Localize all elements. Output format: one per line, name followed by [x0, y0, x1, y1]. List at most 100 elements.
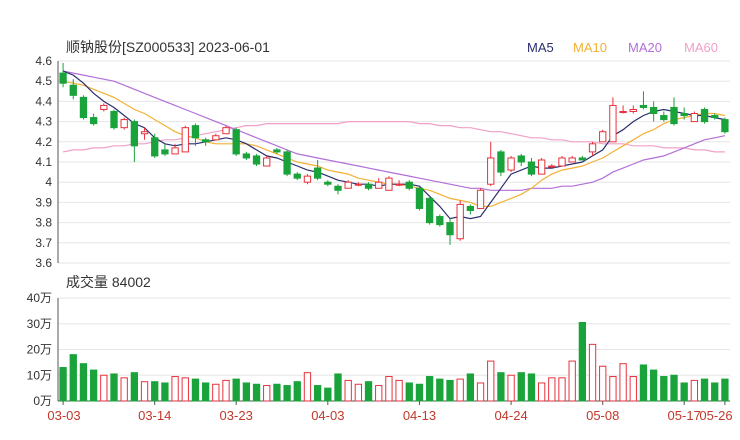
moving-average-lines	[62, 70, 726, 220]
ma20-line	[62, 70, 726, 191]
candle-body	[212, 135, 220, 141]
price-tick-label: 4.5	[35, 74, 52, 88]
candle-body	[415, 187, 424, 209]
volume-bar	[385, 376, 393, 402]
volume-bar	[375, 385, 383, 402]
candle-body	[395, 183, 403, 186]
candle-body	[283, 151, 291, 175]
volume-grid	[58, 297, 730, 402]
candle-body	[700, 108, 709, 123]
candle-body	[222, 127, 230, 135]
candle-body	[110, 111, 118, 129]
candle-body	[334, 185, 342, 191]
candle-body	[497, 151, 505, 173]
candle-body	[670, 106, 678, 125]
legend-ma60: MA60	[684, 40, 718, 55]
date-tick-label: 04-24	[494, 408, 527, 423]
volume-bar	[283, 385, 291, 402]
candle-body	[599, 131, 607, 143]
volume-tick-label: 10万	[27, 368, 52, 382]
volume-bar	[89, 369, 98, 402]
candle-body	[588, 143, 597, 153]
volume-bar	[487, 360, 495, 402]
volume-tick-label: 20万	[27, 343, 52, 357]
volume-bar	[456, 378, 464, 402]
candle-body	[680, 113, 688, 117]
volume-bars	[59, 321, 729, 402]
candlesticks	[59, 63, 729, 245]
volume-bar	[313, 385, 322, 402]
date-tick-label: 03-03	[47, 408, 80, 423]
volume-bar	[303, 372, 312, 402]
volume-bar	[425, 376, 434, 402]
volume-bar	[140, 381, 149, 402]
legend-ma10: MA10	[573, 40, 607, 55]
volume-bar	[476, 382, 485, 402]
volume-bar	[466, 373, 475, 402]
candle-body	[130, 121, 139, 147]
candle-body	[639, 104, 648, 108]
candle-body	[385, 177, 393, 191]
volume-bar	[354, 383, 363, 402]
candle-body	[232, 129, 240, 155]
candle-body	[609, 104, 617, 143]
volume-bar	[222, 379, 230, 402]
price-tick-label: 4.3	[35, 115, 52, 129]
price-y-axis: 4.6 4.5 4.4 4.3 4.2 4.1 4 3.9 3.8 3.7 3.6	[35, 54, 59, 270]
volume-bar	[588, 343, 597, 402]
volume-bar	[201, 382, 210, 402]
candle-body	[446, 222, 454, 236]
candle-body	[375, 181, 383, 189]
volume-bar	[59, 367, 67, 402]
candle-body	[425, 197, 434, 224]
volume-bar	[212, 383, 220, 402]
candle-body	[364, 183, 373, 189]
volume-bar	[69, 354, 77, 402]
volume-bar	[110, 373, 118, 402]
volume-bar	[680, 382, 688, 402]
candle-body	[721, 119, 729, 133]
volume-bar	[436, 378, 444, 402]
volume-bar	[181, 377, 189, 402]
volume-bar	[79, 363, 88, 402]
volume-bar	[599, 365, 607, 402]
candle-body	[619, 111, 627, 113]
volume-bar	[527, 373, 536, 402]
volume-bar	[548, 377, 556, 402]
candle-body	[303, 175, 312, 183]
candle-body	[578, 157, 587, 161]
candle-body	[517, 155, 525, 163]
candle-body	[171, 147, 179, 155]
volume-bar	[344, 379, 352, 402]
date-tick-label: 05-08	[586, 408, 619, 423]
date-tick-label: 03-14	[138, 408, 171, 423]
candle-body	[344, 181, 352, 189]
candle-body	[660, 115, 668, 121]
volume-bar	[578, 321, 587, 402]
candle-body	[405, 181, 413, 189]
candle-body	[456, 203, 464, 240]
volume-bar	[395, 379, 403, 402]
price-tick-label: 3.9	[35, 195, 52, 209]
volume-bar	[711, 382, 719, 402]
volume-bar	[700, 378, 709, 402]
candle-body	[201, 139, 210, 143]
volume-bar	[690, 379, 699, 402]
candle-body	[69, 84, 77, 96]
volume-bar	[405, 382, 413, 402]
price-tick-label: 4.2	[35, 135, 52, 149]
candle-body	[151, 137, 159, 157]
volume-bar	[161, 382, 169, 402]
candle-body	[629, 108, 637, 113]
volume-bar	[497, 372, 505, 402]
candle-body	[649, 106, 658, 115]
volume-bar	[415, 383, 424, 402]
volume-bar	[130, 372, 139, 402]
price-tick-label: 4.1	[35, 155, 52, 169]
candle-body	[293, 173, 301, 179]
volume-bar	[629, 376, 637, 402]
candle-body	[711, 115, 719, 119]
volume-bar	[721, 378, 729, 402]
candle-body	[140, 131, 149, 135]
price-tick-label: 4.6	[35, 54, 52, 68]
